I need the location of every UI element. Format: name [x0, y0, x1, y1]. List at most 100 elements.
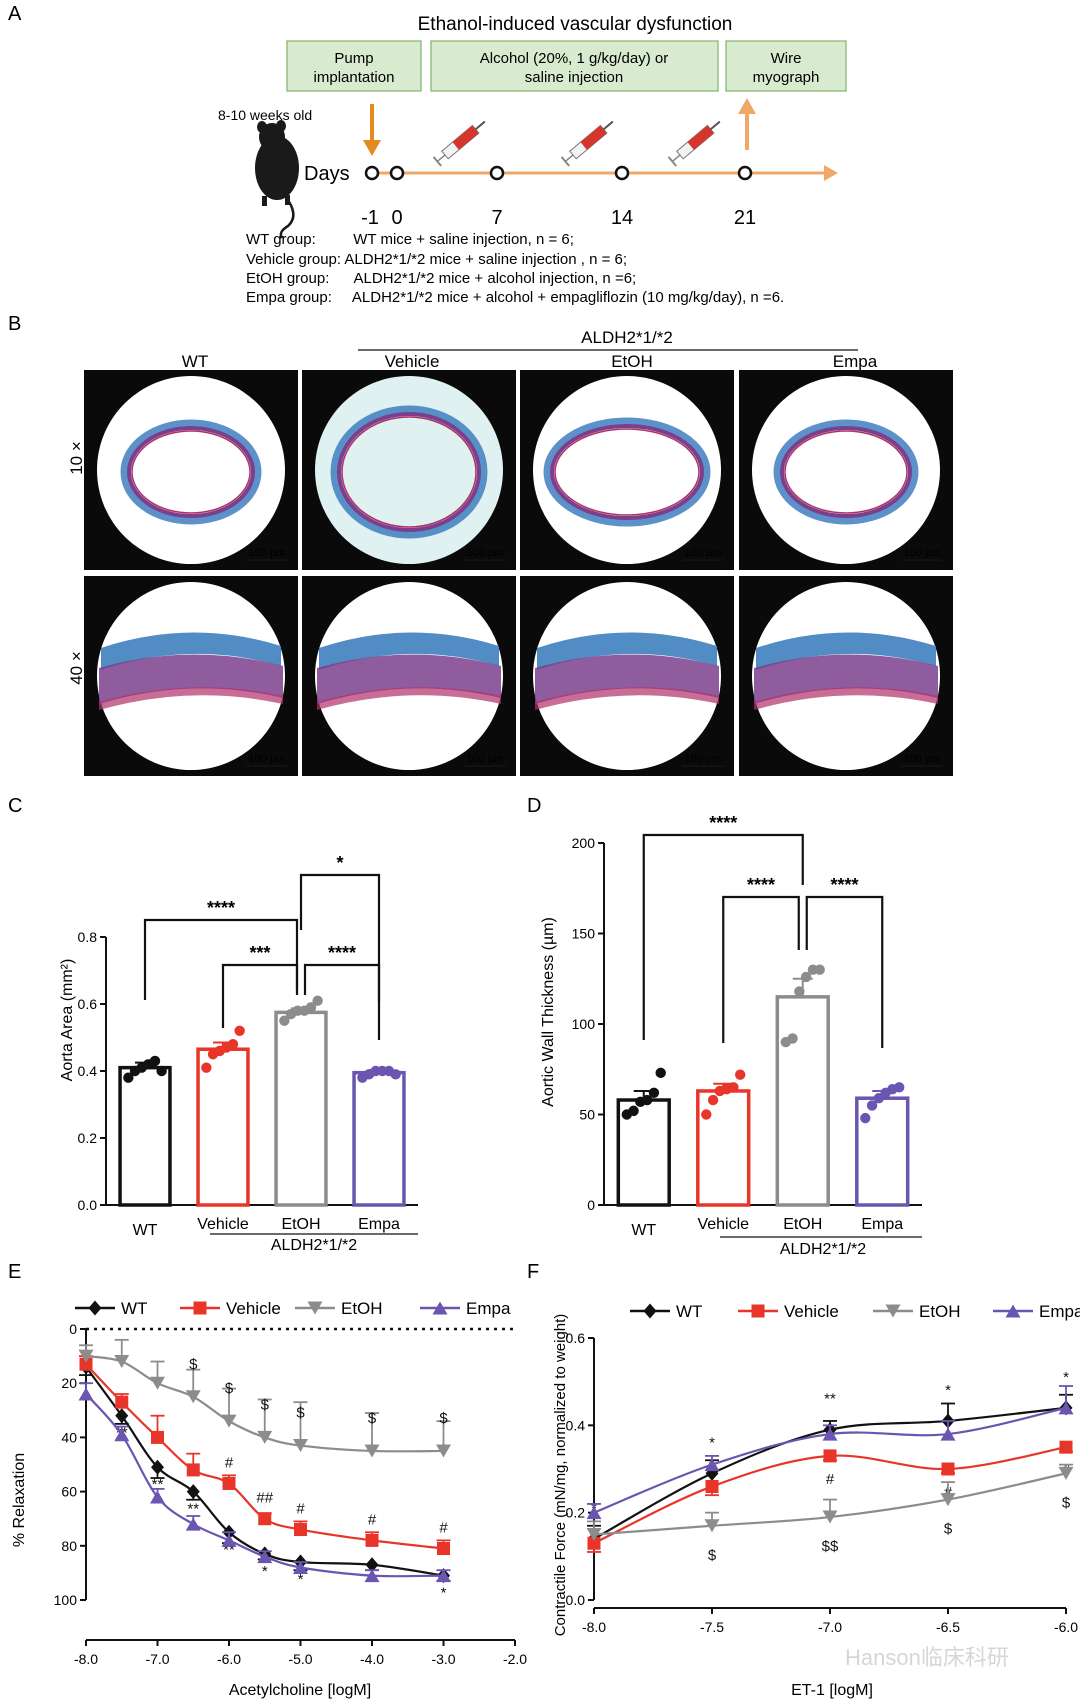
significance-mark: *	[441, 1585, 447, 1602]
panel-a-letter: A	[8, 3, 22, 25]
significance-mark: ##	[256, 1490, 273, 1507]
microscope-field	[533, 376, 721, 564]
micrograph-grid: 100 µm 100 µm 100 µm 100 µm 100 µm 100 µm 100 …	[84, 370, 953, 776]
alcohol-injection-box	[430, 40, 719, 92]
panel-f-letter: F	[527, 1261, 539, 1283]
marker-triangle-down	[940, 1493, 956, 1507]
column-label-etoh: EtOH	[611, 352, 653, 371]
significance-label: ****	[747, 875, 775, 895]
tissue-adventitia	[319, 632, 499, 670]
aorta-area-chart: 0.00.20.40.60.8WT Vehicle EtOH Empa********…	[78, 853, 418, 1239]
x-tick-label: WT	[133, 1222, 158, 1239]
significance-mark: $	[708, 1547, 717, 1564]
panel-b-genotype: ALDH2*1/*2	[581, 328, 673, 347]
panel-c-genotype: ALDH2*1/*2	[271, 1237, 357, 1254]
scale-bar-label: 100 µm	[904, 753, 941, 765]
x-tick-label: -8.0	[582, 1619, 606, 1635]
marker-triangle-down	[885, 1304, 901, 1318]
significance-bracket	[143, 918, 299, 1000]
legend-label: Empa	[1039, 1302, 1080, 1321]
marker-triangle-up	[1005, 1304, 1021, 1318]
series-vehicle: ###	[587, 1440, 1073, 1553]
data-point	[628, 1105, 639, 1117]
panel-d: D Aortic Wall Thickness (µm) 0 50 100 150 20…	[527, 795, 922, 1258]
significance-mark: $	[439, 1410, 448, 1427]
micrograph-etoh-40x: 100 µm	[520, 576, 734, 776]
significance-label: ***	[249, 943, 270, 963]
x-tick-label: WT	[631, 1222, 656, 1239]
x-tick-label: -5.0	[288, 1651, 312, 1667]
x-tick-label: -6.5	[936, 1619, 960, 1635]
micrograph-vehicle-40x: 100 µm	[302, 576, 516, 776]
y-tick-label: 0	[587, 1197, 595, 1213]
data-point	[227, 1039, 239, 1050]
x-tick-label: -6.0	[217, 1651, 241, 1667]
tissue-media	[99, 654, 283, 704]
marker-triangle-down	[1058, 1466, 1074, 1480]
legend-label: Empa	[466, 1299, 511, 1318]
marker-triangle-down	[221, 1414, 237, 1428]
row-label-40x: 40 ×	[67, 651, 86, 685]
marker-square	[186, 1463, 200, 1477]
microscope-field	[752, 376, 940, 564]
marker-diamond	[186, 1484, 200, 1500]
tissue-intima	[784, 430, 908, 514]
group-line: Empa group: ALDH2*1/*2 mice + alcohol + …	[246, 289, 784, 306]
panel-b-letter: B	[8, 313, 21, 335]
y-tick-label: 100	[572, 1016, 596, 1032]
significance-mark: #	[368, 1511, 377, 1528]
y-tick-label: 200	[572, 835, 596, 851]
data-point	[866, 1100, 878, 1111]
day-tick-label: 14	[611, 207, 633, 229]
y-tick-label: 0.2	[566, 1505, 586, 1521]
scale-bar-label: 100 µm	[685, 547, 722, 559]
legend-label: EtOH	[341, 1299, 383, 1318]
y-tick-label: 0.4	[566, 1417, 586, 1433]
data-point	[800, 971, 812, 983]
marker-square	[294, 1523, 307, 1537]
marker-diamond	[151, 1459, 164, 1475]
marker-triangle-down	[150, 1376, 165, 1390]
marker-triangle-up	[432, 1301, 448, 1315]
significance-mark: $	[189, 1356, 198, 1373]
bar-vehicle	[696, 1089, 751, 1207]
tissue-intima	[754, 687, 938, 710]
marker-triangle-down	[364, 1444, 380, 1458]
bar-etoh	[775, 995, 830, 1207]
legend-label: Vehicle	[784, 1302, 839, 1321]
significance-mark: $	[1062, 1494, 1071, 1511]
tissue-intima	[341, 416, 477, 528]
panel-d-genotype: ALDH2*1/*2	[780, 1241, 866, 1258]
wire-myograph-box	[725, 40, 847, 92]
y-tick-label: 0.2	[78, 1130, 98, 1146]
marker-square	[365, 1533, 379, 1547]
data-point	[234, 1025, 245, 1037]
panel-b: B ALDH2*1/*2 WT Vehicle EtOH Empa 10 × 4…	[8, 313, 953, 776]
significance-mark: *	[298, 1571, 304, 1588]
x-tick-label: -6.0	[1054, 1619, 1078, 1635]
scale-bar-label: 100 µm	[904, 547, 941, 559]
marker-triangle-down	[436, 1444, 451, 1458]
legend: WT Vehicle EtOH Empa	[75, 1299, 511, 1318]
data-point	[860, 1112, 871, 1124]
marker-triangle-up	[185, 1517, 201, 1531]
marker-square	[115, 1395, 129, 1409]
alcohol-box-line-1: Alcohol (20%, 1 g/kg/day) or	[480, 50, 668, 67]
marker-square	[751, 1304, 765, 1318]
panel-c-ylabel: Aorta Area (mm²)	[59, 959, 76, 1082]
tissue-intima	[99, 687, 283, 710]
panel-f-ylabel: Contractile Force (mN/mg, normalized to …	[552, 1314, 569, 1637]
marker-triangle-down	[257, 1430, 273, 1444]
myograph-box-line-2: myograph	[753, 69, 820, 86]
row-label-10x: 10 ×	[67, 441, 86, 475]
x-tick-label: -4.0	[360, 1651, 384, 1667]
marker-triangle-down	[822, 1510, 838, 1524]
days-label: Days	[304, 163, 350, 185]
tissue-media	[754, 654, 938, 704]
y-tick-label: 100	[54, 1592, 78, 1608]
marker-square	[941, 1462, 955, 1476]
tissue-adventitia	[120, 419, 262, 525]
x-tick-label: -7.5	[700, 1619, 724, 1635]
tissue-intima	[131, 430, 251, 514]
